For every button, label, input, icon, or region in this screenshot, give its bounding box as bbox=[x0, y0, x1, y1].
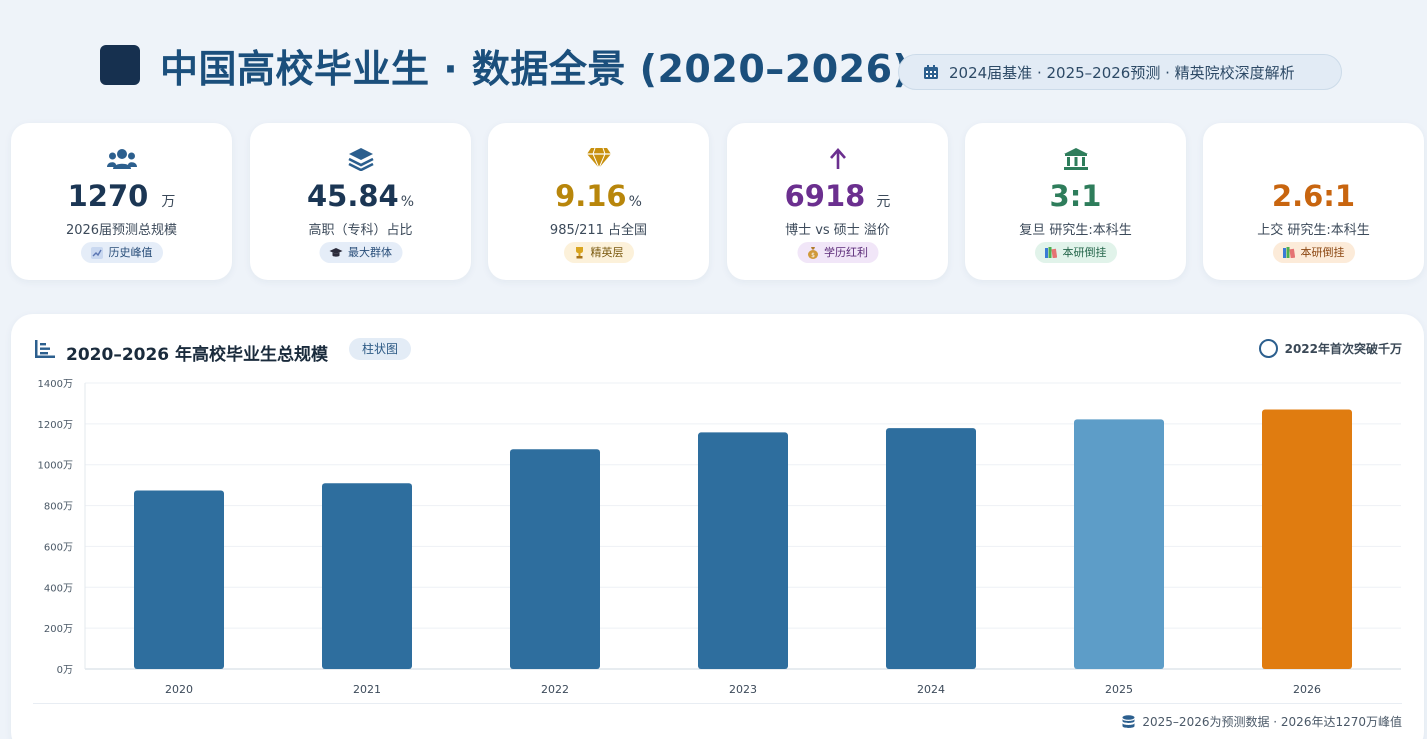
kpi-card-total: 1270 万 2026届预测总规模 历史峰值 bbox=[11, 123, 232, 280]
kpi-label: 博士 vs 硕士 溢价 bbox=[785, 223, 890, 238]
y-tick-label: 1200万 bbox=[38, 420, 73, 431]
divider bbox=[33, 703, 1402, 704]
trophy-icon bbox=[575, 246, 583, 258]
page-title: 中国高校毕业生 · 数据全景 (2020–2026) bbox=[160, 47, 911, 91]
x-tick-label: 2021 bbox=[353, 683, 381, 696]
kpi-card-elite: 9.16% 985/211 占全国 精英层 bbox=[488, 123, 709, 280]
bar-chart: 0万 200万 400万 600万 800万 1000万 1200万 1400万 2020 202… bbox=[38, 379, 1401, 696]
kpi-badge: 精英层 bbox=[563, 242, 634, 263]
x-tick-label: 2023 bbox=[729, 683, 757, 696]
y-tick-label: 1400万 bbox=[38, 379, 73, 390]
y-tick-label: 400万 bbox=[44, 583, 73, 594]
layers-icon bbox=[347, 148, 374, 171]
kpi-label: 高职（专科）占比 bbox=[308, 223, 413, 238]
kpi-badge: 历史峰值 bbox=[80, 242, 163, 263]
kpi-unit: % bbox=[400, 194, 415, 210]
gem-icon bbox=[586, 147, 611, 169]
x-tick-label: 2025 bbox=[1105, 683, 1133, 696]
books-icon bbox=[1282, 247, 1295, 258]
kpi-card-sjtu: 2.6:1 上交 研究生:本科生 本研倒挂 bbox=[1203, 123, 1424, 280]
y-tick-label: 600万 bbox=[44, 542, 73, 553]
logo-square bbox=[100, 45, 140, 85]
users-icon bbox=[106, 149, 137, 169]
kpi-unit: 元 bbox=[876, 194, 891, 210]
arrow-up-icon bbox=[829, 148, 846, 169]
kpi-label: 985/211 占全国 bbox=[549, 223, 648, 238]
x-tick-label: 2024 bbox=[917, 683, 945, 696]
chart-note: 2022年首次突破千万 bbox=[1258, 339, 1402, 358]
kpi-value: 9.16 bbox=[555, 179, 627, 213]
kpi-card-vocational: 45.84% 高职（专科）占比 最大群体 bbox=[250, 123, 471, 280]
x-tick-label: 2020 bbox=[165, 683, 193, 696]
kpi-card-fudan: 3:1 复旦 研究生:本科生 本研倒挂 bbox=[965, 123, 1186, 280]
money-bag-icon: $ bbox=[807, 246, 818, 259]
bar bbox=[322, 483, 412, 669]
kpi-unit: % bbox=[628, 194, 642, 210]
kpi-badge: 最大群体 bbox=[319, 242, 402, 263]
kpi-value: 3:1 bbox=[1049, 179, 1102, 213]
chart-title: 2020–2026 年高校毕业生总规模 bbox=[66, 345, 329, 365]
graduation-cap-icon bbox=[329, 248, 342, 257]
bar bbox=[134, 490, 224, 669]
kpi-label: 复旦 研究生:本科生 bbox=[1019, 223, 1132, 238]
kpi-value: 2.6:1 bbox=[1271, 179, 1356, 213]
svg-text:$: $ bbox=[811, 252, 815, 259]
chart-card: 2020–2026 年高校毕业生总规模 柱状图 2022年首次突破千万 0万 20… bbox=[11, 314, 1424, 739]
subtitle-pill: 2024届基准 · 2025–2026预测 · 精英院校深度解析 bbox=[898, 54, 1342, 90]
kpi-label: 2026届预测总规模 bbox=[65, 223, 178, 238]
bar bbox=[1074, 419, 1164, 669]
chart-icon bbox=[90, 246, 103, 259]
database-icon bbox=[1122, 714, 1135, 728]
kpi-unit: 万 bbox=[161, 194, 176, 210]
kpi-badge: 本研倒挂 bbox=[1034, 242, 1117, 263]
circle-icon bbox=[1258, 339, 1278, 358]
calendar-icon bbox=[924, 65, 938, 79]
bar bbox=[510, 449, 600, 669]
page-header: 中国高校毕业生 · 数据全景 (2020–2026) 2024届基准 · 202… bbox=[0, 0, 1427, 110]
y-tick-label: 0万 bbox=[57, 665, 73, 676]
x-tick-label: 2026 bbox=[1293, 683, 1321, 696]
kpi-value: 6918 bbox=[784, 179, 866, 213]
kpi-badge: $ 学历红利 bbox=[797, 242, 878, 263]
bar bbox=[698, 432, 788, 669]
y-tick-label: 200万 bbox=[44, 624, 73, 635]
subtitle-text: 2024届基准 · 2025–2026预测 · 精英院校深度解析 bbox=[949, 63, 1295, 82]
books-icon bbox=[1044, 247, 1057, 258]
x-tick-label: 2022 bbox=[541, 683, 569, 696]
kpi-label: 上交 研究生:本科生 bbox=[1257, 223, 1370, 238]
bar-chart-icon bbox=[35, 340, 55, 358]
bank-icon bbox=[1063, 148, 1088, 170]
kpi-row: 1270 万 2026届预测总规模 历史峰值 45.84% 高职（专科）占比 bbox=[11, 123, 1424, 280]
kpi-value: 1270 bbox=[67, 179, 149, 213]
bar bbox=[1262, 409, 1352, 669]
chart-type-tag: 柱状图 bbox=[349, 338, 412, 360]
kpi-badge: 本研倒挂 bbox=[1272, 242, 1355, 263]
bar bbox=[886, 428, 976, 669]
y-tick-label: 1000万 bbox=[38, 461, 73, 472]
kpi-card-premium: 6918 元 博士 vs 硕士 溢价 $ 学历红利 bbox=[727, 123, 948, 280]
chart-footer-note: 2025–2026为预测数据 · 2026年达1270万峰值 bbox=[1122, 713, 1402, 730]
y-tick-label: 800万 bbox=[44, 502, 73, 513]
kpi-value: 45.84 bbox=[306, 179, 399, 213]
